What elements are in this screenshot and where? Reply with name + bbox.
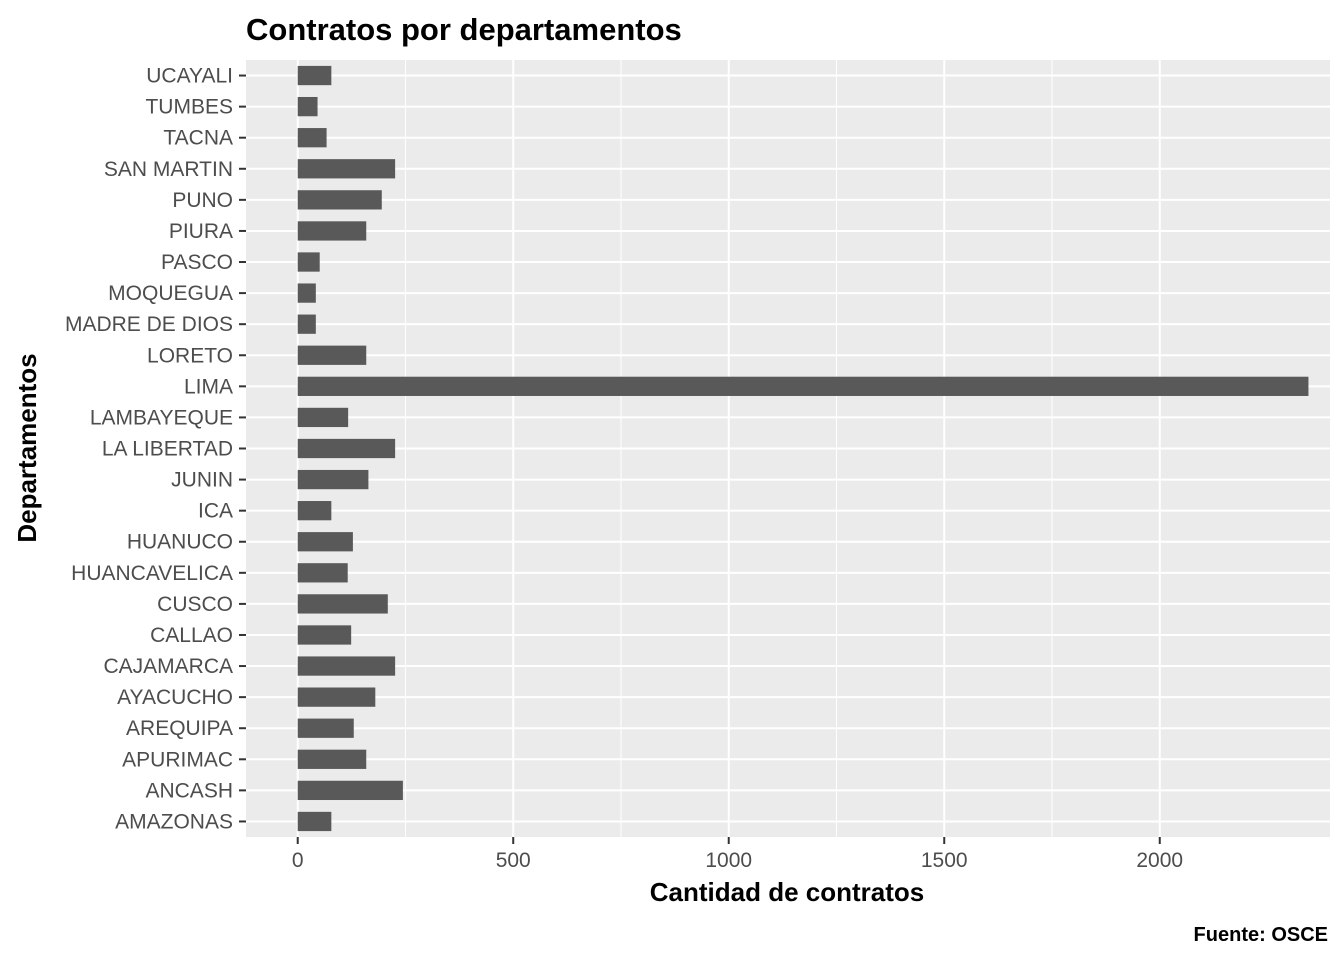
y-tick-label: JUNIN <box>171 469 233 492</box>
chart-caption: Fuente: OSCE <box>1194 924 1328 946</box>
bar-la-libertad <box>297 438 396 459</box>
bar-ayacucho <box>297 687 376 707</box>
y-tick-label: LIMA <box>184 375 233 398</box>
y-tick-label: AREQUIPA <box>126 717 233 740</box>
y-tick-label: PUNO <box>172 189 233 212</box>
chart-title: Contratos por departamentos <box>246 12 682 47</box>
x-tick-label: 1000 <box>705 849 752 872</box>
major-gridlines <box>246 60 1330 837</box>
bar-san-martin <box>297 159 396 179</box>
y-tick-label: CAJAMARCA <box>103 655 233 678</box>
x-tick-label: 1500 <box>921 849 968 872</box>
y-tick-label: HUANUCO <box>127 531 233 554</box>
bar-ancash <box>297 780 403 801</box>
y-tick-label: UCAYALI <box>146 65 233 88</box>
bar-apurimac <box>297 749 367 769</box>
x-axis: 0 500 1000 1500 2000 <box>292 837 1183 872</box>
y-axis-title: Departamentos <box>12 353 42 542</box>
y-tick-label: MOQUEGUA <box>108 282 233 305</box>
y-axis: AMAZONAS ANCASH APURIMAC AREQUIPA AYACUCHO CA… <box>65 65 246 833</box>
bar-madre-de-dios <box>297 314 316 334</box>
bar-ica <box>297 501 332 521</box>
bar-tacna <box>297 128 327 148</box>
y-tick-label: ANCASH <box>145 779 233 802</box>
bar-arequipa <box>297 718 354 738</box>
bar-huanuco <box>297 532 353 552</box>
x-axis-title: Cantidad de contratos <box>650 877 924 907</box>
y-tick-label: HUANCAVELICA <box>71 562 233 585</box>
bar-callao <box>297 625 352 645</box>
bar-loreto <box>297 345 367 365</box>
y-tick-label: ICA <box>198 500 233 523</box>
bar-huancavelica <box>297 563 348 583</box>
bar-lima <box>297 376 1309 396</box>
y-tick-label: LAMBAYEQUE <box>90 406 233 429</box>
y-tick-label: TUMBES <box>145 96 233 119</box>
bar-cusco <box>297 594 388 614</box>
x-tick-label: 2000 <box>1136 849 1183 872</box>
y-tick-label: AMAZONAS <box>115 810 233 833</box>
y-tick-label: PASCO <box>161 251 233 274</box>
y-tick-label: APURIMAC <box>122 748 233 771</box>
y-tick-label: PIURA <box>169 220 233 243</box>
y-tick-label: CUSCO <box>157 593 233 616</box>
y-tick-label: TACNA <box>163 127 233 150</box>
bar-lambayeque <box>297 407 349 428</box>
bar-piura <box>297 221 367 241</box>
bar-tumbes <box>297 96 318 117</box>
y-tick-label: LA LIBERTAD <box>102 438 233 461</box>
bar-cajamarca <box>297 656 396 676</box>
bar-ucayali <box>297 65 332 86</box>
bar-pasco <box>297 252 320 272</box>
x-tick-label: 500 <box>496 849 531 872</box>
bar-moquegua <box>297 283 316 303</box>
y-tick-label: SAN MARTIN <box>104 158 233 181</box>
bar-junin <box>297 469 369 490</box>
x-tick-label: 0 <box>292 849 304 872</box>
y-tick-label: MADRE DE DIOS <box>65 313 233 336</box>
y-tick-label: CALLAO <box>150 624 233 647</box>
bars <box>297 65 1309 832</box>
y-tick-label: LORETO <box>147 344 233 367</box>
bar-amazonas <box>297 811 332 832</box>
bar-puno <box>297 190 382 210</box>
y-tick-label: AYACUCHO <box>117 686 233 709</box>
